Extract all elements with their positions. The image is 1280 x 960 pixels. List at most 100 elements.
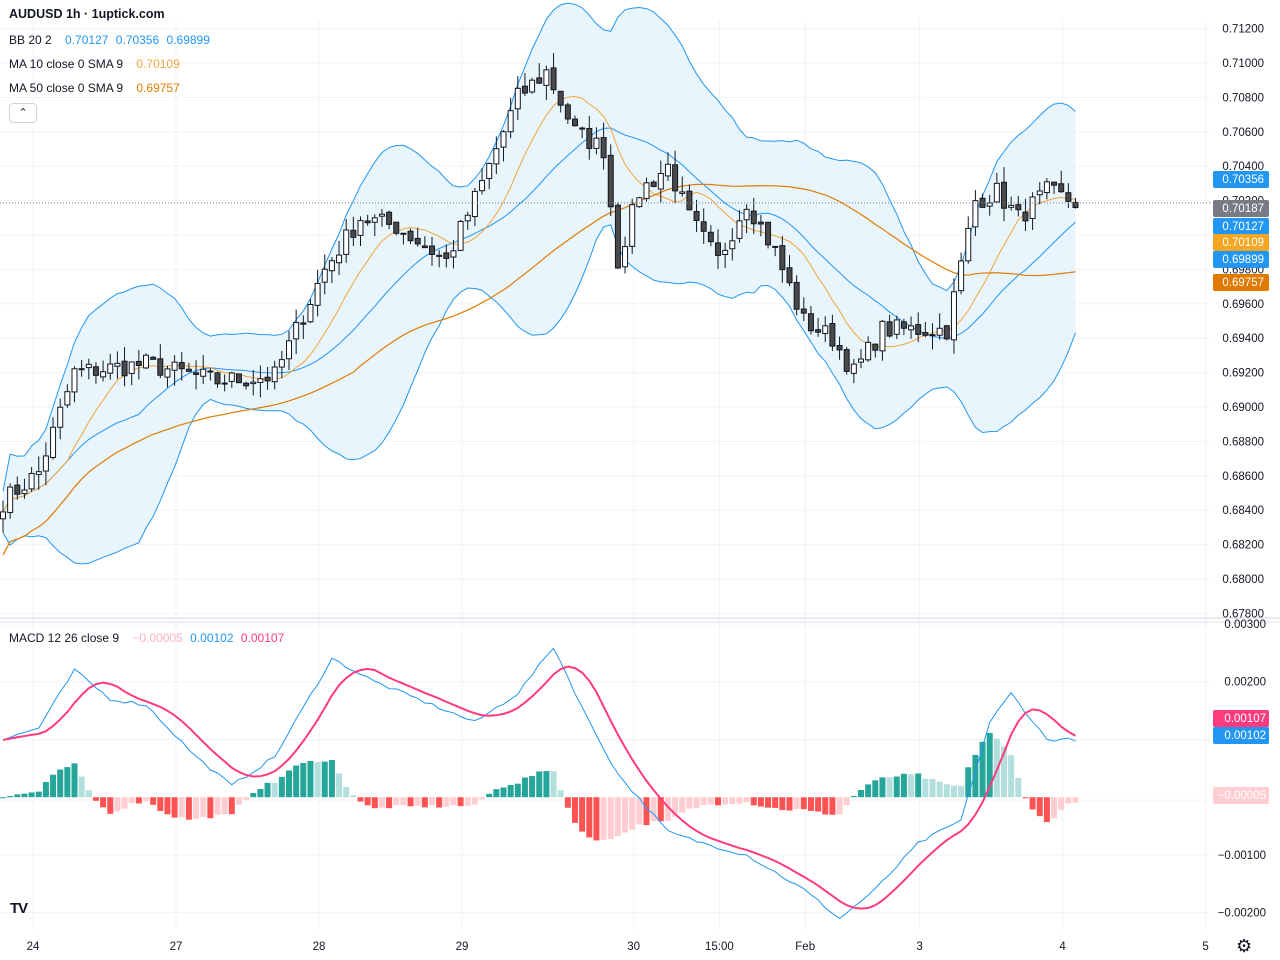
candle-body <box>243 382 250 387</box>
candle-body <box>185 368 192 372</box>
bb-legend[interactable]: BB 20 2 0.70127 0.70356 0.69899 <box>9 33 210 47</box>
macd-histogram-bar <box>979 741 986 798</box>
candle-body <box>557 90 564 106</box>
candle-body <box>393 221 400 234</box>
macd-tag-text: 0.00107 <box>1224 713 1266 725</box>
macd-histogram-bar <box>779 797 786 811</box>
candle-body <box>1015 204 1022 211</box>
macd-histogram-bar <box>135 797 142 804</box>
candle-body <box>436 254 443 257</box>
candle-body <box>736 220 743 239</box>
macd-histogram-bar <box>393 797 400 806</box>
macd-histogram-bar <box>293 765 300 798</box>
candle-body <box>793 281 800 310</box>
macd-histogram-bar <box>636 797 643 825</box>
macd-legend[interactable]: MACD 12 26 close 9 −0.00005 0.00102 0.00… <box>9 631 284 645</box>
macd-tag-text: −0.00005 <box>1218 790 1266 802</box>
candle-body <box>579 127 586 130</box>
macd-histogram-bar <box>686 797 693 809</box>
macd-histogram-bar <box>950 785 957 798</box>
macd-histogram-bar <box>1022 797 1029 799</box>
gear-icon[interactable]: ⚙ <box>1236 936 1253 956</box>
price-tag-text: 0.69757 <box>1222 277 1264 289</box>
macd-histogram-bar <box>800 797 807 810</box>
macd-histogram-bar <box>364 797 371 806</box>
price-tag <box>1213 200 1269 217</box>
collapse-legend-button[interactable]: ⌃ <box>9 103 37 123</box>
candle-body <box>64 391 71 406</box>
macd-histogram-bar <box>336 773 343 798</box>
ma10-value: 0.70109 <box>136 57 180 71</box>
macd-histogram-bar <box>1058 797 1065 810</box>
macd-histogram-bar <box>657 797 664 822</box>
candle-body <box>707 231 714 243</box>
candle-body <box>629 204 636 247</box>
candle-body <box>150 356 157 360</box>
macd-histogram-bar <box>479 797 486 800</box>
macd-histogram-bar <box>757 797 764 807</box>
macd-histogram-bar <box>507 784 514 798</box>
candle-body <box>500 131 507 148</box>
candle-body <box>171 361 178 371</box>
macd-histogram-bar <box>807 797 814 811</box>
candle-body <box>193 372 200 375</box>
candle-body <box>471 190 478 218</box>
price-tick-label: 0.68400 <box>1222 505 1264 517</box>
candle-body <box>593 137 600 149</box>
macd-histogram-bar <box>943 784 950 798</box>
ma50-label: MA 50 close 0 SMA 9 <box>9 81 124 95</box>
macd-histogram-bar <box>743 797 750 803</box>
candle-body <box>850 363 857 374</box>
candle-body <box>235 373 242 384</box>
ma10-label: MA 10 close 0 SMA 9 <box>9 57 124 71</box>
macd-histogram-bar <box>28 792 35 798</box>
candle-body <box>278 359 285 368</box>
macd-histogram-bar <box>1008 755 1015 798</box>
candle-body <box>564 104 571 120</box>
candle-body <box>286 340 292 360</box>
candle-body <box>715 242 721 256</box>
macd-tick-label: −0.00200 <box>1218 908 1266 920</box>
macd-histogram-bar <box>214 797 221 815</box>
ma50-legend[interactable]: MA 50 close 0 SMA 9 0.69757 <box>9 81 180 95</box>
candle-body <box>757 221 764 225</box>
macd-histogram-bar <box>271 782 278 798</box>
macd-histogram-bar <box>7 795 14 798</box>
tradingview-logo-icon[interactable]: TV <box>10 900 28 917</box>
macd-histogram-bar <box>879 777 886 798</box>
candle-body <box>386 211 393 225</box>
ma10-legend[interactable]: MA 10 close 0 SMA 9 0.70109 <box>9 57 180 71</box>
candle-body <box>507 110 514 133</box>
candle-body <box>200 368 207 377</box>
bb-upper-line <box>2 2 1076 492</box>
candle-body <box>858 358 864 363</box>
macd-histogram-bar <box>207 797 214 819</box>
candle-body <box>550 67 557 91</box>
macd-histogram-bar <box>185 797 192 820</box>
macd-histogram-bar <box>121 797 128 809</box>
candle-body <box>293 322 300 340</box>
candle-body <box>572 118 578 127</box>
macd-histogram-bar <box>543 771 550 798</box>
price-tag <box>1213 171 1269 188</box>
macd-histogram-bar <box>929 779 936 798</box>
symbol-title: AUDUSD 1h · 1uptick.com <box>9 7 165 21</box>
macd-tag-text: 0.00102 <box>1224 730 1266 742</box>
candle-body <box>407 230 414 242</box>
macd-histogram-bar <box>128 797 135 804</box>
candle-body <box>886 321 893 337</box>
macd-tag <box>1213 710 1269 727</box>
candle-body <box>657 173 664 190</box>
macd-histogram-bar <box>872 780 879 798</box>
macd-histogram-bar <box>1015 777 1022 798</box>
candle-body <box>307 304 314 323</box>
candle-body <box>71 368 78 393</box>
candle-body <box>972 200 979 228</box>
price-tick-label: 0.69400 <box>1222 333 1264 345</box>
price-tick-label: 0.70400 <box>1222 161 1264 173</box>
macd-histogram-bar <box>672 797 679 817</box>
macd-tick-label: 0.00200 <box>1224 677 1266 689</box>
macd-histogram-bar <box>321 761 328 798</box>
candle-body <box>221 382 228 385</box>
